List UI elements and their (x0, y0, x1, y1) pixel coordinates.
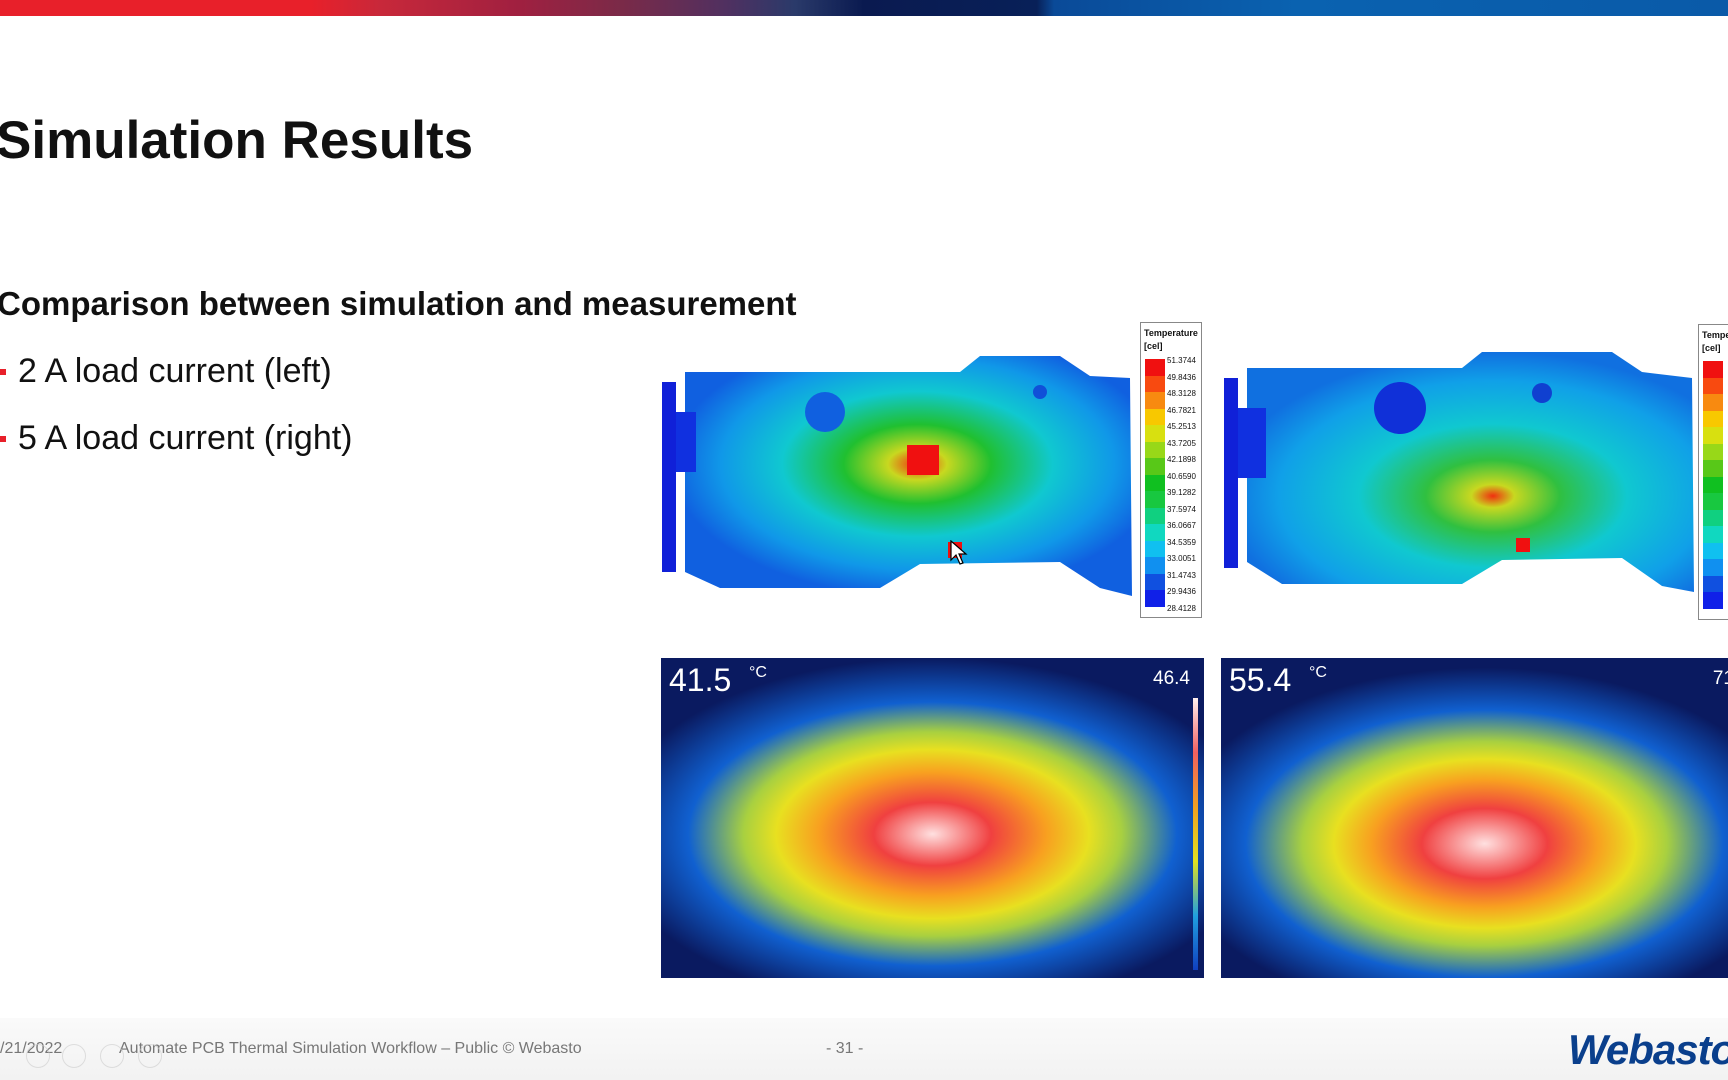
legend-color-swatch (1703, 509, 1723, 526)
slide-subheading: Comparison between simulation and measur… (0, 285, 797, 322)
legend-value: 31.4743 (1167, 570, 1196, 580)
page-number: - 31 - (826, 1040, 864, 1057)
legend-color-swatch (1145, 375, 1165, 392)
legend-color-swatch (1145, 425, 1165, 442)
legend-value: 39.1282 (1167, 488, 1196, 497)
legend-value: 45.2513 (1167, 422, 1196, 431)
legend-color-swatch (1145, 524, 1165, 541)
legend-color-swatch (1703, 493, 1723, 510)
bullet-item: 2 A load current (left) (0, 352, 332, 391)
legend-value: 42.1898 (1167, 455, 1196, 464)
legend-value: 46.7821 (1167, 405, 1196, 415)
max-temperature: 71 (1712, 668, 1728, 689)
legend-color-swatch (1703, 575, 1723, 592)
legend-color-swatch (1145, 590, 1165, 607)
temperature-unit: °C (1309, 664, 1327, 681)
legend-value: 28.4128 (1167, 603, 1196, 613)
footer-text: Automate PCB Thermal Simulation Workflow… (119, 1040, 582, 1057)
legend-color-swatch (1145, 491, 1165, 508)
legend-color-swatch (1145, 408, 1165, 425)
legend-color-swatch (1145, 474, 1165, 491)
spot-temperature: 55.4 (1229, 662, 1292, 698)
temperature-unit: °C (749, 664, 767, 681)
legend-value: 48.3128 (1167, 389, 1196, 398)
temperature-legend-left: Temperature [cel] 51.3744 49.8436 48.3128 46… (1140, 322, 1202, 618)
legend-unit: [cel] (1144, 341, 1163, 351)
legend-value: 36.0667 (1167, 521, 1196, 530)
legend-value: 29.9436 (1167, 587, 1196, 596)
mouse-cursor-icon (950, 540, 968, 565)
notes-button[interactable] (100, 1044, 124, 1068)
legend-color-swatch (1703, 460, 1723, 477)
legend-color-swatch (1145, 441, 1165, 458)
legend-value: 51.3744 (1167, 356, 1196, 365)
spot-temperature: 41.5 (669, 662, 732, 698)
bullet-marker (0, 368, 6, 375)
legend-color-swatch (1145, 557, 1165, 574)
thermal-photo-right: 55.4 °C 71 (1221, 658, 1728, 978)
legend-value: 37.5974 (1167, 504, 1196, 514)
legend-value: 33.0051 (1167, 554, 1196, 563)
webasto-logo: Webasto (1568, 1026, 1728, 1073)
slide-footer: /21/2022 Automate PCB Thermal Simulation… (0, 1018, 1728, 1080)
more-options-button[interactable] (138, 1044, 162, 1068)
legend-color-swatch (1145, 359, 1165, 376)
legend-color-swatch (1703, 427, 1723, 444)
legend-unit: [cel] (1702, 343, 1721, 353)
simulation-image-left (662, 356, 1132, 596)
bullet-text: 2 A load current (left) (18, 352, 332, 390)
legend-color-swatch (1703, 542, 1723, 559)
previous-slide-button[interactable] (26, 1044, 50, 1068)
max-temperature: 46.4 (1153, 668, 1190, 689)
legend-color-swatch (1145, 573, 1165, 590)
legend-color-swatch (1703, 476, 1723, 493)
legend-color-swatch (1703, 592, 1723, 609)
color-scale-bar (1193, 698, 1198, 970)
top-color-bar (0, 0, 1728, 16)
legend-value: 43.7205 (1167, 438, 1196, 448)
legend-color-swatch (1703, 377, 1723, 394)
zoom-button[interactable] (62, 1044, 86, 1068)
legend-value: 34.5359 (1167, 537, 1196, 547)
legend-color-swatch (1703, 526, 1723, 543)
bullet-item: 5 A load current (right) (0, 419, 353, 458)
legend-title: Temperature (1702, 330, 1728, 340)
legend-color-swatch (1145, 507, 1165, 524)
slide-title: Simulation Results (0, 111, 474, 170)
legend-color-swatch (1703, 394, 1723, 411)
simulation-image-right (1224, 352, 1694, 592)
legend-color-swatch (1703, 361, 1723, 378)
bullet-text: 5 A load current (right) (18, 419, 353, 457)
legend-color-swatch (1145, 392, 1165, 409)
legend-color-swatch (1703, 559, 1723, 576)
legend-color-swatch (1145, 540, 1165, 557)
temperature-legend-right: Temperature [cel] (1698, 324, 1728, 620)
legend-title: Temperature (1144, 328, 1198, 338)
legend-color-swatch (1703, 443, 1723, 460)
legend-color-swatch (1145, 458, 1165, 475)
bullet-marker (0, 435, 6, 442)
legend-value: 40.6590 (1167, 471, 1196, 481)
legend-value: 49.8436 (1167, 372, 1196, 382)
legend-color-swatch (1703, 410, 1723, 427)
thermal-photo-left: 41.5 °C 46.4 (661, 658, 1204, 978)
